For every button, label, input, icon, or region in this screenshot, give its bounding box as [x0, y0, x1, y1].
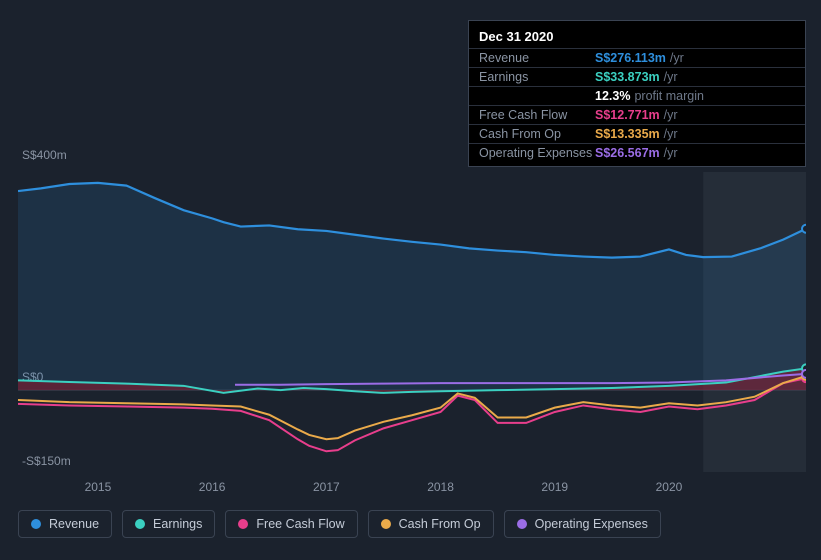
legend-swatch: [238, 519, 248, 529]
tooltip-row-label: Cash From Op: [479, 127, 595, 141]
chart-tooltip: Dec 31 2020 RevenueS$276.113m/yrEarnings…: [468, 20, 806, 167]
financial-chart: S$400mS$0-S$150m: [0, 150, 821, 475]
legend-label: Cash From Op: [399, 517, 481, 531]
tooltip-row-unit: /yr: [664, 70, 678, 84]
legend-label: Free Cash Flow: [256, 517, 344, 531]
tooltip-row-value: S$276.113m: [595, 51, 666, 65]
tooltip-row-value: S$13.335m: [595, 127, 660, 141]
tooltip-row-unit: /yr: [664, 146, 678, 160]
tooltip-row-value: S$12.771m: [595, 108, 660, 122]
tooltip-row-value: 12.3%: [595, 89, 630, 103]
legend-item-cfo[interactable]: Cash From Op: [368, 510, 494, 538]
tooltip-row: 12.3% profit margin: [469, 86, 805, 105]
tooltip-row-value: S$26.567m: [595, 146, 660, 160]
tooltip-row: Operating ExpensesS$26.567m/yr: [469, 143, 805, 162]
x-axis-label: 2018: [427, 480, 454, 494]
legend-item-revenue[interactable]: Revenue: [18, 510, 112, 538]
x-axis-label: 2017: [313, 480, 340, 494]
tooltip-row-unit: profit margin: [634, 89, 703, 103]
tooltip-row-label: Earnings: [479, 70, 595, 84]
chart-legend: Revenue Earnings Free Cash Flow Cash From O…: [18, 510, 661, 538]
tooltip-row-value: S$33.873m: [595, 70, 660, 84]
legend-label: Revenue: [49, 517, 99, 531]
x-axis-label: 2020: [656, 480, 683, 494]
legend-item-fcf[interactable]: Free Cash Flow: [225, 510, 357, 538]
legend-swatch: [381, 519, 391, 529]
x-axis-label: 2016: [199, 480, 226, 494]
legend-swatch: [517, 519, 527, 529]
tooltip-row: Cash From OpS$13.335m/yr: [469, 124, 805, 143]
tooltip-row-unit: /yr: [664, 127, 678, 141]
legend-item-opex[interactable]: Operating Expenses: [504, 510, 661, 538]
tooltip-row-unit: /yr: [664, 108, 678, 122]
tooltip-date: Dec 31 2020: [469, 27, 805, 48]
tooltip-row: EarningsS$33.873m/yr: [469, 67, 805, 86]
tooltip-row-unit: /yr: [670, 51, 684, 65]
legend-swatch: [135, 519, 145, 529]
tooltip-row-label: Revenue: [479, 51, 595, 65]
legend-label: Operating Expenses: [535, 517, 648, 531]
legend-label: Earnings: [153, 517, 202, 531]
tooltip-row-label: Operating Expenses: [479, 146, 595, 160]
x-axis: 2015 2016 2017 2018 2019 2020: [18, 480, 806, 500]
tooltip-row: RevenueS$276.113m/yr: [469, 48, 805, 67]
y-axis-label: S$400m: [22, 148, 67, 162]
x-axis-label: 2019: [541, 480, 568, 494]
chart-plot-area[interactable]: [18, 172, 806, 472]
legend-item-earnings[interactable]: Earnings: [122, 510, 215, 538]
legend-swatch: [31, 519, 41, 529]
tooltip-row: Free Cash FlowS$12.771m/yr: [469, 105, 805, 124]
x-axis-label: 2015: [85, 480, 112, 494]
tooltip-row-label: Free Cash Flow: [479, 108, 595, 122]
